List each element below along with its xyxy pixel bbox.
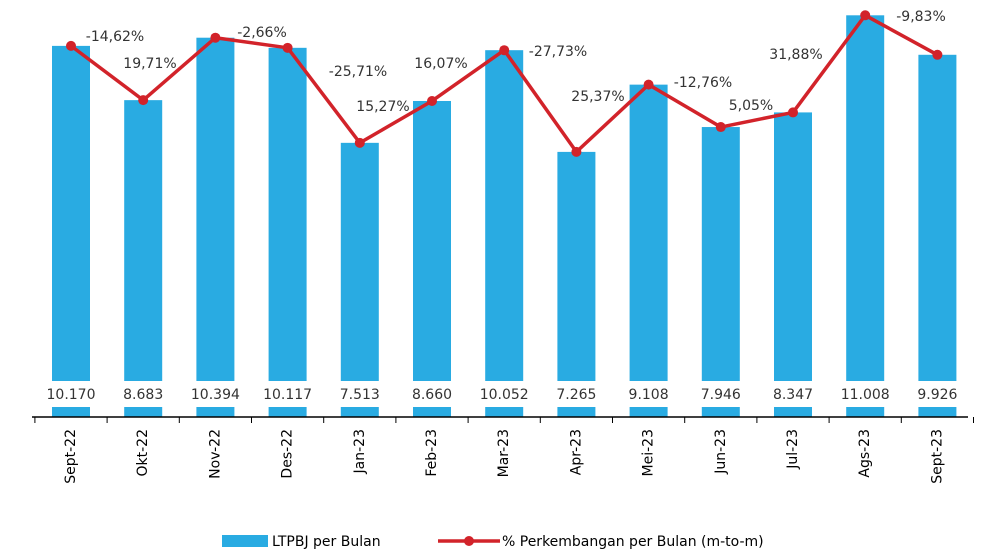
line-value-label: -14,62% <box>86 29 144 45</box>
line-point <box>571 146 582 157</box>
line-point <box>932 49 943 60</box>
line-value-label: 31,88% <box>769 47 822 63</box>
bar-value-label: 9.926 <box>917 387 957 403</box>
bar-value-label: 10.117 <box>263 387 312 403</box>
line-value-label: 15,27% <box>356 99 409 115</box>
line-point <box>354 137 365 148</box>
bar <box>701 127 740 417</box>
bar-value-label: 7.513 <box>340 387 380 403</box>
bar <box>918 54 957 417</box>
line-value-label: 19,71% <box>123 56 176 72</box>
bar-value-label: 10.170 <box>47 387 96 403</box>
line-point <box>282 42 293 53</box>
bar-value-label: 7.265 <box>556 387 596 403</box>
bar-value-label: 11.008 <box>841 387 890 403</box>
bar-value-label: 8.347 <box>773 387 813 403</box>
line-point <box>427 95 437 106</box>
x-tick-label: Mar-23 <box>496 429 512 477</box>
bar <box>774 112 812 418</box>
line-point <box>860 10 871 21</box>
bar <box>557 151 596 417</box>
label-band <box>0 381 996 407</box>
line-value-label: -27,73% <box>529 44 587 60</box>
legend-swatch <box>222 535 268 547</box>
line-point <box>210 32 221 43</box>
bar <box>124 100 163 417</box>
x-tick-label: Okt-22 <box>135 429 151 476</box>
bar <box>846 15 885 417</box>
x-tick-label: Sept-22 <box>63 429 79 484</box>
bar <box>340 142 379 417</box>
x-tick-label: Jul-23 <box>785 429 801 470</box>
x-tick-label: Feb-23 <box>424 429 440 477</box>
x-tick-label: Des-22 <box>280 429 296 479</box>
bar-value-label: 9.108 <box>629 387 669 403</box>
bar <box>485 50 524 417</box>
bar <box>413 100 451 417</box>
line-point <box>499 45 510 56</box>
line-point <box>788 107 798 118</box>
line-value-label: -25,71% <box>329 64 387 80</box>
legend-swatch <box>464 536 474 546</box>
x-tick-label: Mei-23 <box>641 429 657 476</box>
bar-value-label: 10.394 <box>191 387 240 403</box>
x-tick-label: Apr-23 <box>568 429 584 475</box>
x-tick-label: Nov-22 <box>207 429 223 479</box>
line-value-label: 5,05% <box>729 98 773 114</box>
legend-label: % Perkembangan per Bulan (m-to-m) <box>502 534 764 550</box>
line-value-label: -9,83% <box>896 9 946 25</box>
line-value-label: 25,37% <box>571 89 624 105</box>
bar <box>629 84 668 418</box>
x-tick-label: Jan-23 <box>352 429 368 474</box>
x-tick-label: Sept-23 <box>929 429 945 484</box>
line-value-label: -2,66% <box>237 25 287 41</box>
bar <box>196 37 235 417</box>
bar-value-label: 10.052 <box>480 387 529 403</box>
x-tick-label: Jun-23 <box>713 429 729 475</box>
bar-value-label: 7.946 <box>701 387 741 403</box>
line-point <box>138 95 149 106</box>
x-tick-label: Ags-23 <box>857 429 873 478</box>
legend-label: LTPBJ per Bulan <box>272 534 381 550</box>
line-point <box>715 122 726 133</box>
bar <box>268 47 307 418</box>
line-value-label: 16,07% <box>414 56 467 72</box>
bar-value-label: 8.660 <box>412 387 452 403</box>
bar <box>52 45 90 417</box>
line-point <box>643 79 654 90</box>
line-value-label: -12,76% <box>674 75 732 91</box>
line-point <box>66 40 76 51</box>
bar-value-label: 8.683 <box>123 387 163 403</box>
